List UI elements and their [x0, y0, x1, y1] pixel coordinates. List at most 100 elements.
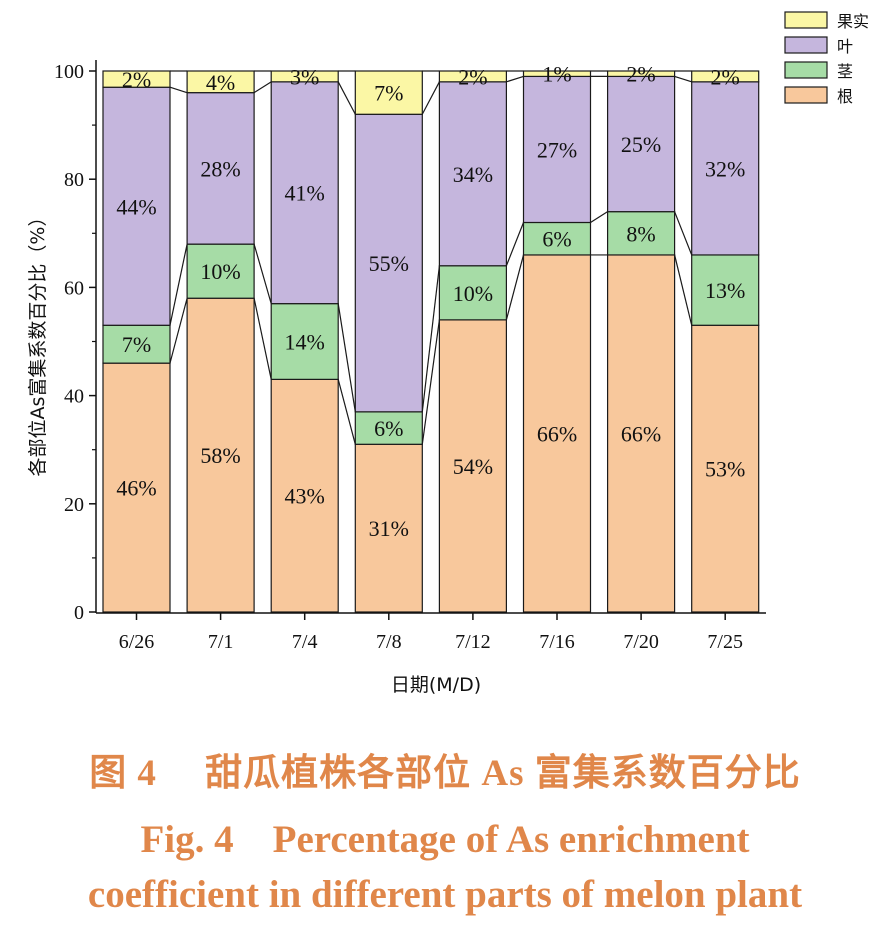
connector-line-6-3: [674, 75, 692, 83]
bar-segment-果实-6/26: [102, 70, 171, 88]
bar-segment-果实-7/4: [270, 70, 339, 83]
bar-segment-茎-7/16: [522, 221, 592, 256]
bar-segment-叶-7/20: [606, 75, 676, 213]
bar-value-label-果实-7/16: 1%: [542, 62, 571, 87]
bar-value-label-茎-7/1: 10%: [200, 259, 240, 284]
bar-value-label-茎-7/8: 6%: [374, 416, 403, 441]
connector-line-3-2: [421, 265, 440, 412]
x-tick-label-7/12: 7/12: [455, 631, 491, 653]
connector-line-3-3: [421, 81, 440, 115]
bar-value-label-叶-7/8: 55%: [369, 251, 409, 276]
bar-value-label-茎-7/20: 8%: [626, 221, 655, 246]
connector-line-3-1: [421, 319, 440, 445]
y-tick-label-100: 100: [54, 61, 84, 83]
x-tick-label-7/4: 7/4: [292, 631, 318, 653]
connector-line-2-2: [337, 303, 356, 412]
connector-line-4-1: [505, 254, 525, 321]
bar-value-label-根-7/16: 66%: [537, 421, 577, 446]
bar-value-label-根-7/12: 54%: [453, 454, 493, 479]
bar-value-label-叶-7/12: 34%: [453, 162, 493, 187]
bar-segment-叶-7/8: [354, 113, 423, 413]
bar-value-label-茎-7/12: 10%: [453, 281, 493, 306]
bar-value-label-叶-7/20: 25%: [621, 132, 661, 157]
x-tick-label-7/25: 7/25: [707, 631, 743, 653]
bar-value-label-根-7/4: 43%: [285, 484, 325, 509]
bars-layer: [102, 70, 760, 613]
connector-line-2-3: [337, 81, 356, 115]
x-tick-label-6/26: 6/26: [119, 631, 155, 653]
y-tick-label-60: 60: [64, 277, 84, 299]
bar-value-label-果实-7/1: 4%: [206, 70, 235, 95]
bar-value-label-茎-7/4: 14%: [285, 330, 325, 355]
bar-segment-茎-7/25: [691, 254, 760, 326]
legend-swatch-叶: [784, 36, 828, 54]
y-tick-label-40: 40: [64, 386, 84, 408]
y-tick-label-20: 20: [64, 494, 84, 516]
bar-value-label-根-7/8: 31%: [369, 516, 409, 541]
bar-segment-根-7/1: [186, 297, 255, 613]
legend-label-茎: 茎: [837, 62, 853, 81]
x-tick-label-7/20: 7/20: [623, 631, 659, 653]
bar-segment-果实-7/1: [186, 70, 255, 94]
bar-segment-茎-7/8: [354, 411, 423, 445]
bar-value-label-果实-6/26: 2%: [122, 67, 151, 92]
connector-line-0-1: [169, 298, 188, 364]
bar-segment-根-6/26: [102, 362, 171, 613]
connector-line-4-2: [505, 222, 525, 266]
bar-segment-叶-7/1: [186, 92, 255, 245]
bar-segment-叶-7/12: [438, 81, 507, 267]
figure-caption-english-line2: coefficient in different parts of melon …: [87, 873, 803, 916]
bar-segment-叶-7/25: [691, 81, 760, 256]
connector-line-2-1: [337, 379, 356, 445]
bar-value-label-果实-7/12: 2%: [458, 64, 487, 89]
connector-line-4-3: [506, 75, 524, 83]
connectors-layer: [169, 70, 693, 445]
legend-swatch-果实: [784, 11, 828, 29]
x-tick-label-7/8: 7/8: [376, 631, 402, 653]
bar-value-label-叶-7/1: 28%: [200, 156, 240, 181]
bar-value-label-根-7/20: 66%: [621, 421, 661, 446]
bar-segment-根-7/4: [270, 378, 339, 613]
bar-value-label-根-7/1: 58%: [200, 443, 240, 468]
y-axis-title: 各部位As富集系数百分比（%）: [27, 208, 49, 477]
stacked-bar-chart: 46% 7% 44% 2% 58% 10% 28% 4% 43% 14% 41% 3% 31% 6% 55%…: [27, 11, 870, 696]
legend-label-叶: 叶: [837, 37, 853, 56]
connector-line-1-3: [253, 81, 272, 94]
figure-caption-english-line1: Fig. 4 Percentage of As enrichment: [140, 818, 750, 861]
legend-swatch-根: [784, 86, 828, 104]
bar-segment-根-7/16: [522, 254, 592, 613]
x-tick-label-7/16: 7/16: [539, 631, 575, 653]
bar-value-label-果实-7/20: 2%: [626, 62, 655, 87]
bar-segment-根-7/12: [438, 319, 507, 613]
figure-caption-chinese: 图 4 甜瓜植株各部位 As 富集系数百分比: [89, 753, 801, 794]
bar-segment-果实-7/20: [606, 70, 676, 78]
x-tick-label-7/1: 7/1: [208, 631, 234, 653]
bar-segment-叶-7/4: [270, 81, 339, 305]
connector-line-0-3: [169, 86, 188, 94]
connector-line-1-2: [253, 243, 272, 304]
bar-segment-茎-7/12: [438, 265, 507, 321]
bar-value-label-根-6/26: 46%: [116, 476, 156, 501]
y-tick-label-0: 0: [74, 602, 84, 624]
bar-value-label-果实-7/25: 2%: [711, 64, 740, 89]
connector-line-1-1: [253, 298, 272, 380]
bar-value-label-茎-7/16: 6%: [542, 227, 571, 252]
bar-segment-茎-6/26: [102, 324, 171, 364]
bar-labels-layer: 46% 7% 44% 2% 58% 10% 28% 4% 43% 14% 41% 3% 31% 6% 55%…: [116, 62, 745, 541]
bar-value-label-叶-7/25: 32%: [705, 156, 745, 181]
legend-swatch-茎: [784, 61, 828, 79]
bar-value-label-果实-7/4: 3%: [290, 64, 319, 89]
connector-line-6-1: [674, 254, 693, 326]
bar-segment-叶-7/16: [522, 75, 592, 224]
bar-segment-茎-7/1: [186, 243, 255, 299]
axes-layer: 0 20 40 60 80 100 6/26 7/1 7/4 7/8 7/12 7/16 7/20 7/2…: [54, 60, 766, 653]
bar-segment-果实-7/25: [691, 70, 760, 83]
connector-line-6-2: [674, 211, 693, 256]
bar-segment-茎-7/4: [270, 303, 339, 380]
bar-segment-果实-7/8: [354, 70, 423, 115]
bar-value-label-茎-6/26: 7%: [122, 332, 151, 357]
connector-line-0-2: [169, 243, 188, 326]
bar-segment-果实-7/12: [438, 70, 507, 83]
y-tick-label-80: 80: [64, 169, 84, 191]
bar-value-label-叶-6/26: 44%: [116, 194, 156, 219]
